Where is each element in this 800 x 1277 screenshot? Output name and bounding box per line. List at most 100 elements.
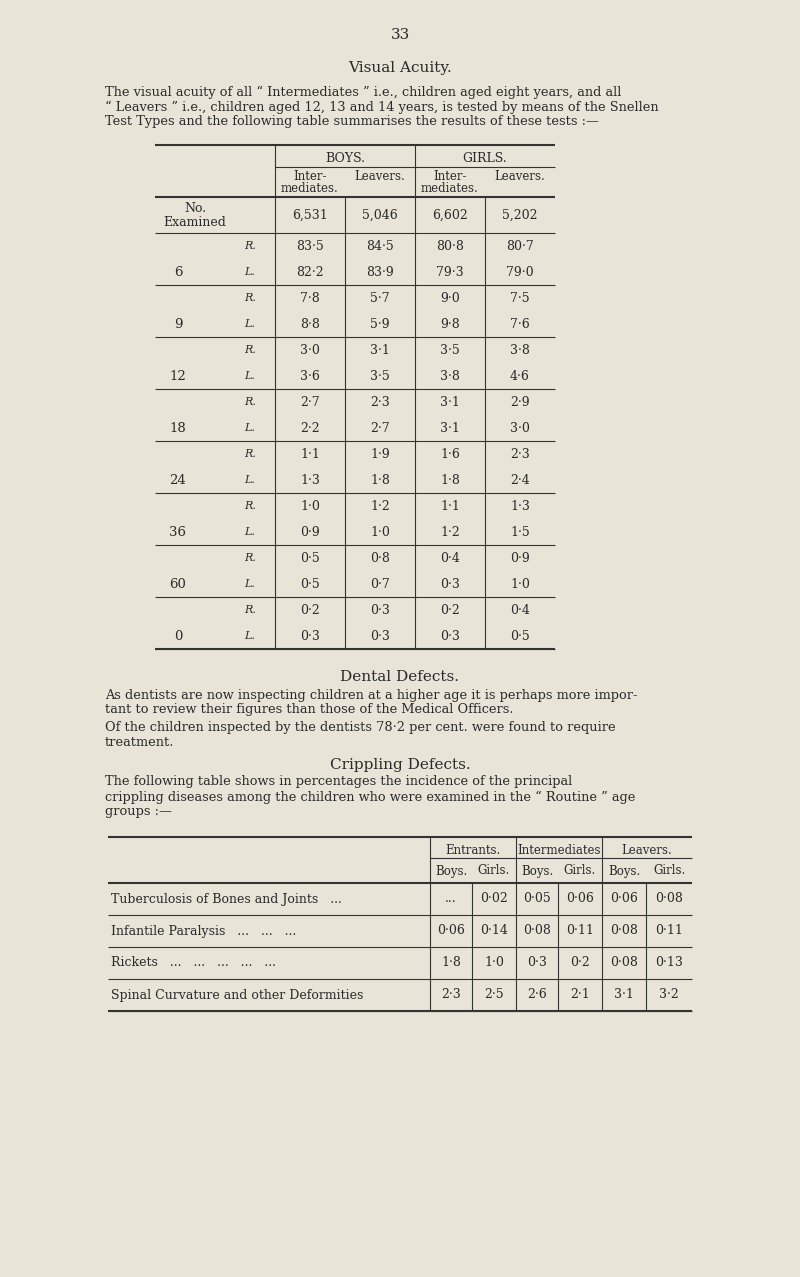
Text: Entrants.: Entrants. (446, 844, 501, 857)
Text: 3·1: 3·1 (614, 988, 634, 1001)
Text: 0·11: 0·11 (655, 925, 683, 937)
Text: The following table shows in percentages the incidence of the principal: The following table shows in percentages… (105, 775, 572, 788)
Text: Leavers.: Leavers. (494, 171, 546, 184)
Text: L.: L. (245, 372, 255, 381)
Text: Boys.: Boys. (608, 865, 640, 877)
Text: 0·06: 0·06 (437, 925, 465, 937)
Text: 2·2: 2·2 (300, 421, 320, 434)
Text: 1·0: 1·0 (484, 956, 504, 969)
Text: tant to review their figures than those of the Medical Officers.: tant to review their figures than those … (105, 704, 514, 716)
Text: Girls.: Girls. (653, 865, 685, 877)
Text: Crippling Defects.: Crippling Defects. (330, 759, 470, 773)
Text: R.: R. (244, 397, 256, 407)
Text: L.: L. (245, 578, 255, 589)
Text: 0·13: 0·13 (655, 956, 683, 969)
Text: No.: No. (184, 202, 206, 215)
Text: 1·1: 1·1 (440, 499, 460, 512)
Text: crippling diseases among the children who were examined in the “ Routine ” age: crippling diseases among the children wh… (105, 790, 635, 803)
Text: 0·9: 0·9 (510, 552, 530, 564)
Text: 1·0: 1·0 (300, 499, 320, 512)
Text: Inter-: Inter- (294, 171, 326, 184)
Text: 2·3: 2·3 (441, 988, 461, 1001)
Text: groups :—: groups :— (105, 806, 172, 819)
Text: 1·5: 1·5 (510, 526, 530, 539)
Text: The visual acuity of all “ Intermediates ” i.e., children aged eight years, and : The visual acuity of all “ Intermediates… (105, 86, 622, 98)
Text: 36: 36 (170, 526, 186, 539)
Text: R.: R. (244, 450, 256, 458)
Text: 0·3: 0·3 (527, 956, 547, 969)
Text: Girls.: Girls. (564, 865, 596, 877)
Text: 1·0: 1·0 (370, 526, 390, 539)
Text: 0·08: 0·08 (655, 893, 683, 905)
Text: 82·2: 82·2 (296, 266, 324, 278)
Text: Spinal Curvature and other Deformities: Spinal Curvature and other Deformities (111, 988, 363, 1001)
Text: R.: R. (244, 501, 256, 511)
Text: 6: 6 (174, 266, 182, 278)
Text: 1·8: 1·8 (440, 474, 460, 487)
Text: 80·8: 80·8 (436, 240, 464, 253)
Text: Inter-: Inter- (434, 171, 466, 184)
Text: 0·7: 0·7 (370, 577, 390, 590)
Text: 83·5: 83·5 (296, 240, 324, 253)
Text: 4·6: 4·6 (510, 369, 530, 383)
Text: GIRLS.: GIRLS. (462, 152, 507, 165)
Text: 3·1: 3·1 (440, 421, 460, 434)
Text: 3·6: 3·6 (300, 369, 320, 383)
Text: 12: 12 (170, 369, 186, 383)
Text: 2·1: 2·1 (570, 988, 590, 1001)
Text: L.: L. (245, 527, 255, 538)
Text: 2·4: 2·4 (510, 474, 530, 487)
Text: Leavers.: Leavers. (622, 844, 672, 857)
Text: 0·2: 0·2 (300, 604, 320, 617)
Text: 2·3: 2·3 (370, 396, 390, 409)
Text: L.: L. (245, 319, 255, 329)
Text: 84·5: 84·5 (366, 240, 394, 253)
Text: 0·14: 0·14 (480, 925, 508, 937)
Text: 79·3: 79·3 (436, 266, 464, 278)
Text: 2·3: 2·3 (510, 447, 530, 461)
Text: 1·8: 1·8 (441, 956, 461, 969)
Text: 6,531: 6,531 (292, 208, 328, 221)
Text: 5·9: 5·9 (370, 318, 390, 331)
Text: Girls.: Girls. (478, 865, 510, 877)
Text: 3·0: 3·0 (510, 421, 530, 434)
Text: L.: L. (245, 423, 255, 433)
Text: 5,046: 5,046 (362, 208, 398, 221)
Text: 1·6: 1·6 (440, 447, 460, 461)
Text: 5,202: 5,202 (502, 208, 538, 221)
Text: 2·6: 2·6 (527, 988, 547, 1001)
Text: 2·7: 2·7 (370, 421, 390, 434)
Text: Of the children inspected by the dentists 78·2 per cent. were found to require: Of the children inspected by the dentist… (105, 720, 616, 733)
Text: 79·0: 79·0 (506, 266, 534, 278)
Text: 0·3: 0·3 (440, 630, 460, 642)
Text: 2·5: 2·5 (484, 988, 504, 1001)
Text: mediates.: mediates. (421, 181, 479, 194)
Text: 1·1: 1·1 (300, 447, 320, 461)
Text: R.: R. (244, 292, 256, 303)
Text: 6,602: 6,602 (432, 208, 468, 221)
Text: 0·5: 0·5 (510, 630, 530, 642)
Text: 1·2: 1·2 (370, 499, 390, 512)
Text: 3·1: 3·1 (440, 396, 460, 409)
Text: “ Leavers ” i.e., children aged 12, 13 and 14 years, is tested by means of the S: “ Leavers ” i.e., children aged 12, 13 a… (105, 101, 658, 114)
Text: 0·5: 0·5 (300, 552, 320, 564)
Text: 9: 9 (174, 318, 182, 331)
Text: treatment.: treatment. (105, 736, 174, 748)
Text: 0·06: 0·06 (610, 893, 638, 905)
Text: R.: R. (244, 605, 256, 616)
Text: 60: 60 (170, 577, 186, 590)
Text: 0·5: 0·5 (300, 577, 320, 590)
Text: Infantile Paralysis   ...   ...   ...: Infantile Paralysis ... ... ... (111, 925, 296, 937)
Text: Leavers.: Leavers. (354, 171, 406, 184)
Text: 7·5: 7·5 (510, 291, 530, 304)
Text: 0·8: 0·8 (370, 552, 390, 564)
Text: 2·7: 2·7 (300, 396, 320, 409)
Text: 5·7: 5·7 (370, 291, 390, 304)
Text: mediates.: mediates. (281, 181, 339, 194)
Text: 1·2: 1·2 (440, 526, 460, 539)
Text: 3·0: 3·0 (300, 344, 320, 356)
Text: 0·3: 0·3 (370, 604, 390, 617)
Text: 0: 0 (174, 630, 182, 642)
Text: L.: L. (245, 475, 255, 485)
Text: 24: 24 (170, 474, 186, 487)
